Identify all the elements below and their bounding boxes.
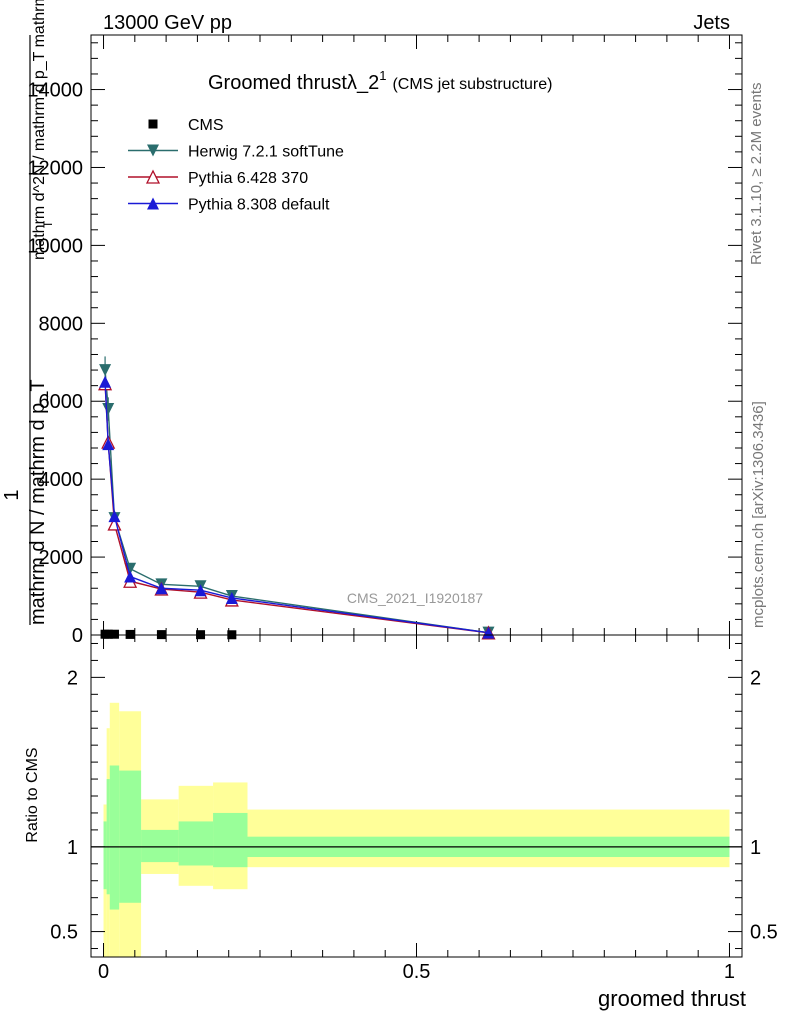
- main-ytick-label: 6000: [39, 391, 84, 413]
- ratio-bands: [103, 702, 730, 957]
- data-point: [124, 570, 137, 583]
- ratio-band-inner: [178, 821, 214, 866]
- legend-label: Herwig 7.2.1 softTune: [188, 144, 344, 161]
- data-point: [102, 438, 115, 451]
- ratio-band-inner: [103, 821, 107, 890]
- main-ytick-label: 14000: [27, 80, 83, 102]
- data-point: [102, 403, 115, 416]
- main-ytick-label: 4000: [39, 469, 84, 491]
- ratio-ylabel: Ratio to CMS: [24, 747, 41, 842]
- ratio-x-axis: 0 0.5 1: [98, 635, 735, 983]
- data-point: [99, 375, 112, 388]
- data-point: [194, 584, 207, 597]
- xtick-label: 1: [724, 961, 735, 983]
- legend-label: CMS: [188, 117, 224, 134]
- data-point: [225, 591, 238, 604]
- x-axis-label: groomed thrust: [598, 986, 746, 1011]
- chart-title: Groomed thrustλ_21 (CMS jet substructure): [208, 68, 552, 94]
- main-ytick-label: 2000: [39, 547, 84, 569]
- ratio-y-axis: 0.5 0.5 1 1 2 2: [50, 642, 778, 950]
- main-ylabel: 1 mathrm d N / mathrm d p_T mathrm d^2N …: [1, 0, 55, 625]
- legend-marker: [148, 119, 158, 129]
- ratio-plot-panel: 0.5 0.51 12 2 0 0.5 1 Ratio to CMS groomed th…: [24, 634, 778, 1011]
- legend-label: Pythia 6.428 370: [188, 170, 308, 187]
- header-left: 13000 GeV pp: [103, 12, 232, 34]
- ratio-ytick-label-right: 1: [750, 837, 761, 859]
- xtick-label: 0: [98, 961, 109, 983]
- ratio-band-inner: [106, 779, 110, 895]
- series-cms: [100, 629, 237, 640]
- legend-marker: [145, 169, 161, 184]
- main-y-axis: 0 2000 4000 6000 8000 10000 12000 14000: [27, 42, 742, 647]
- legend-label: Pythia 8.308 default: [188, 197, 330, 214]
- title-sup: 1: [379, 68, 386, 83]
- ratio-ytick-label-right: 0.5: [750, 922, 778, 944]
- series-line: [104, 370, 489, 634]
- ratio-band-inner: [119, 770, 142, 903]
- legend-marker: [147, 197, 159, 210]
- data-point: [108, 510, 121, 523]
- data-point: [125, 629, 135, 639]
- ratio-band-inner: [109, 765, 120, 910]
- title-sub: (CMS jet substructure): [392, 76, 552, 93]
- legend: CMS Herwig 7.2.1 softTune Pythia 6.428 370…: [128, 117, 344, 214]
- main-ytick-label: 0: [72, 625, 83, 647]
- legend-marker: [147, 144, 159, 157]
- ylabel-right: mathrm d^2N / mathrm d p_T mathrm d lamb…: [31, 0, 48, 260]
- ratio-ytick-label: 0.5: [50, 922, 78, 944]
- series-pythia-8-308-default: [99, 375, 495, 639]
- main-ytick-label: 10000: [27, 235, 83, 257]
- rivet-label: Rivet 3.1.10, ≥ 2.2M events: [748, 83, 765, 266]
- main-ytick-label: 8000: [39, 313, 84, 335]
- main-ytick-label: 12000: [27, 157, 83, 179]
- ratio-ytick-label-right: 2: [750, 667, 761, 689]
- data-point: [99, 364, 112, 377]
- main-x-axis-ticks: [103, 35, 730, 635]
- xtick-label: 0.5: [403, 961, 431, 983]
- ratio-ytick-label: 1: [67, 837, 78, 859]
- legend-item: Pythia 8.308 default: [128, 197, 330, 214]
- ylabel-top: 1: [1, 489, 23, 500]
- main-plot-panel: 0 2000 4000 6000 8000 10000 12000 14000 CMS_202…: [27, 34, 743, 647]
- data-point: [482, 626, 495, 639]
- ylabel-mid: mathrm d N / mathrm d p_T: [27, 379, 49, 625]
- ratio-band-inner: [141, 829, 179, 863]
- series-line: [104, 381, 489, 634]
- title-main: Groomed thrust: [208, 72, 347, 94]
- data-point: [155, 582, 168, 595]
- ratio-band-inner: [213, 812, 248, 868]
- data-point: [109, 629, 119, 639]
- ylabel-sub: T: [41, 220, 55, 228]
- data-point: [103, 629, 113, 639]
- mcplots-label: mcplots.cern.ch [arXiv:1306.3436]: [750, 401, 767, 628]
- legend-item: Herwig 7.2.1 softTune: [128, 144, 344, 161]
- legend-item: Pythia 6.428 370: [128, 169, 308, 187]
- watermark: CMS_2021_I1920187: [347, 590, 483, 606]
- ratio-ytick-label: 2: [67, 667, 78, 689]
- title-symbol: λ_2: [347, 72, 379, 94]
- legend-item: CMS: [148, 117, 224, 134]
- header-right: Jets: [693, 12, 730, 34]
